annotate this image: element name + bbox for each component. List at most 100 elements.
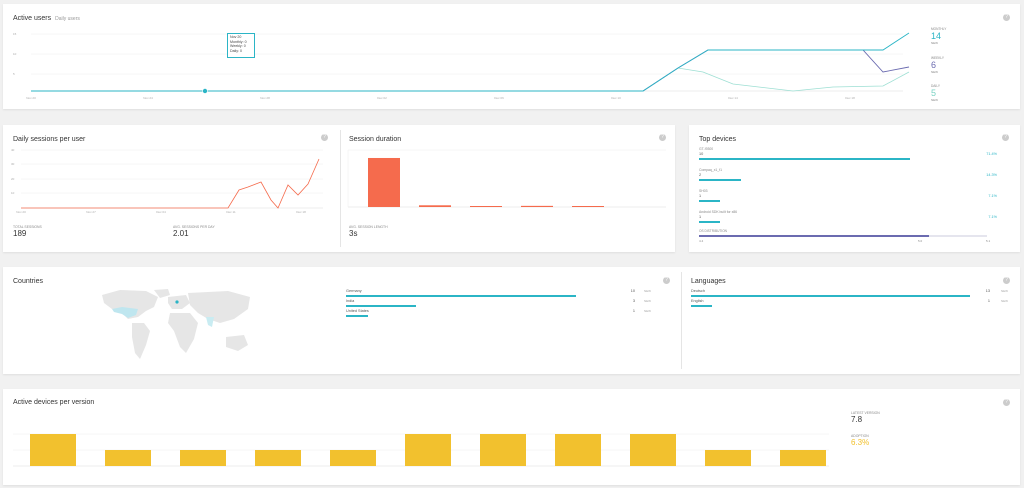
- tooltip-weekly: Weekly: 0: [230, 44, 246, 49]
- x-ticks: Nov 20 Nov 24 Nov 28 Dec 02 Dec 06 Dec 10 Dec …: [26, 96, 855, 100]
- legend-label: DAILY: [931, 84, 940, 88]
- x-tick: Dec 18: [296, 210, 306, 214]
- sessions-line: [21, 158, 320, 209]
- version-bar[interactable]: [255, 450, 301, 466]
- version-bar[interactable]: [780, 450, 826, 466]
- duration-bars: [368, 157, 604, 207]
- help-icon[interactable]: ?: [663, 277, 670, 284]
- y-tick: 20: [11, 177, 15, 181]
- duration-bar[interactable]: [572, 206, 604, 207]
- legend-label: MONTHLY: [931, 27, 947, 31]
- duration-bar[interactable]: [521, 205, 553, 207]
- panel-divider: [681, 272, 682, 369]
- chart-tooltip: Nov 20 Monthly: 0 Weekly: 0 Daily: 0: [227, 33, 255, 58]
- version-bar[interactable]: [180, 450, 226, 466]
- session-duration-chart: [347, 149, 666, 208]
- india: [206, 317, 214, 327]
- x-tick: Dec 02: [377, 96, 387, 100]
- country-note: NEW: [644, 299, 651, 303]
- legend-value: 5: [931, 88, 937, 98]
- device-bar[interactable]: [699, 200, 720, 202]
- active-users-subtitle: Daily users: [55, 16, 80, 22]
- help-icon[interactable]: ?: [1003, 14, 1010, 21]
- version-bar[interactable]: [480, 434, 526, 466]
- avg-sessions-value: 2.01: [173, 229, 189, 238]
- total-sessions-label: TOTAL SESSIONS: [13, 225, 42, 229]
- legend-monthly: MONTHLY 14 NEW: [931, 27, 946, 45]
- duration-bar[interactable]: [470, 206, 502, 207]
- os-tick: 5.0: [918, 239, 923, 243]
- languages-title: Languages: [691, 278, 726, 285]
- world-map[interactable]: [98, 287, 258, 369]
- duration-bar[interactable]: [368, 157, 400, 207]
- version-bar[interactable]: [105, 450, 151, 466]
- y-tick: 10: [11, 191, 15, 195]
- adoption: ADOPTION 6.3%: [851, 434, 869, 447]
- x-tick: Dec 04: [156, 210, 166, 214]
- language-bar[interactable]: [691, 305, 712, 307]
- country-name[interactable]: Germany: [346, 289, 362, 293]
- sessions-card: Daily sessions per user ? 40 30 20 10 No…: [3, 125, 675, 252]
- x-tick: Dec 14: [728, 96, 738, 100]
- legend-label: WEEKLY: [931, 56, 945, 60]
- device-bar[interactable]: [699, 179, 741, 181]
- country-bar[interactable]: [346, 305, 416, 307]
- version-bars: [30, 434, 826, 466]
- language-name[interactable]: English: [691, 299, 704, 303]
- active-devices-chart: [13, 433, 829, 467]
- top-devices-title: Top devices: [699, 136, 736, 143]
- device-count: 2: [699, 173, 702, 177]
- monthly-line: [31, 32, 910, 92]
- country-name[interactable]: India: [346, 299, 355, 303]
- total-sessions-value: 189: [13, 229, 27, 238]
- os-tick: 4.4: [699, 239, 704, 243]
- tooltip-daily: Daily: 0: [230, 48, 242, 53]
- y-tick: 40: [11, 148, 15, 152]
- device-count: 1: [699, 215, 702, 219]
- country-name[interactable]: United States: [346, 309, 369, 313]
- daily-sessions-chart: 40 30 20 10 Nov 20 Nov 27 Dec 04 Dec 11 Dec …: [11, 148, 323, 214]
- os-distribution-label: OS DISTRIBUTION: [699, 229, 727, 233]
- x-tick: Dec 18: [845, 96, 855, 100]
- united-states: [112, 307, 138, 318]
- help-icon[interactable]: ?: [1002, 134, 1009, 141]
- device-pct: 7.1%: [988, 194, 997, 198]
- africa: [168, 313, 198, 353]
- help-icon[interactable]: ?: [1003, 399, 1010, 406]
- version-bar[interactable]: [330, 450, 376, 466]
- country-count: 10: [630, 289, 635, 293]
- language-bar[interactable]: [691, 295, 970, 297]
- total-sessions: TOTAL SESSIONS 189: [13, 225, 42, 238]
- tooltip-date: Nov 20: [230, 35, 242, 39]
- help-icon[interactable]: ?: [321, 134, 328, 141]
- germany: [175, 300, 179, 304]
- version-bar[interactable]: [405, 434, 451, 466]
- duration-bar[interactable]: [419, 205, 451, 207]
- country-bar[interactable]: [346, 295, 576, 297]
- version-bar[interactable]: [555, 434, 601, 466]
- help-icon[interactable]: ?: [659, 134, 666, 141]
- active-users-title: Active users Daily users: [13, 15, 80, 22]
- device-name: Compaq_x1_f1: [699, 168, 722, 172]
- device-count: 1: [699, 194, 702, 198]
- version-bar[interactable]: [30, 434, 76, 466]
- version-bar[interactable]: [705, 450, 751, 466]
- latest-version: LATEST VERSION 7.8: [851, 411, 880, 424]
- country-note: NEW: [644, 289, 651, 293]
- device-name: Android SDK built for x86: [699, 210, 738, 214]
- device-bar[interactable]: [699, 221, 720, 223]
- europe: [168, 295, 190, 309]
- top-devices-card: Top devices ? GT-I9300 10 71.4% Compaq_x…: [689, 125, 1020, 252]
- south-america: [132, 323, 150, 359]
- y-tick: 5: [13, 72, 15, 76]
- os-distribution-bar[interactable]: [699, 235, 987, 237]
- version-bar[interactable]: [630, 434, 676, 466]
- device-bar[interactable]: [699, 158, 910, 160]
- legend-note: NEW: [931, 98, 938, 102]
- x-tick: Nov 20: [26, 96, 36, 100]
- language-name[interactable]: Deutsch: [691, 289, 705, 293]
- countries-card: Countries ? Germany 10 NEW India 3 NEW U…: [3, 267, 1020, 374]
- help-icon[interactable]: ?: [1003, 277, 1010, 284]
- x-tick: Nov 28: [260, 96, 270, 100]
- country-bar[interactable]: [346, 315, 368, 317]
